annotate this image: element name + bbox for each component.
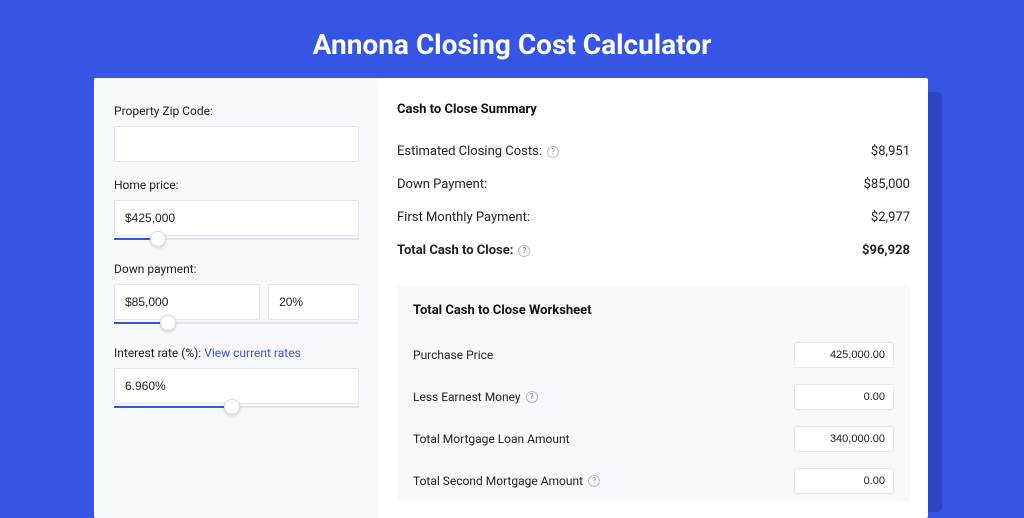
- help-icon[interactable]: ?: [518, 245, 530, 257]
- view-rates-link[interactable]: View current rates: [204, 346, 301, 360]
- home-price-label: Home price:: [114, 178, 359, 192]
- summary-row-value: $96,928: [862, 243, 910, 258]
- results-panel: Cash to Close Summary Estimated Closing …: [379, 78, 928, 518]
- summary-row-label: Down Payment:: [397, 177, 487, 192]
- summary-row-value: $85,000: [864, 177, 910, 192]
- home-price-field: Home price:: [114, 178, 359, 246]
- down-payment-pct-input[interactable]: [268, 284, 359, 320]
- slider-thumb[interactable]: [160, 315, 176, 331]
- worksheet-row-label-text: Purchase Price: [413, 348, 493, 362]
- inputs-panel: Property Zip Code: Home price: Down paym…: [94, 78, 379, 518]
- summary-row: Estimated Closing Costs:? $8,951: [397, 135, 910, 168]
- summary-row-value: $8,951: [871, 144, 910, 159]
- summary-row-label-text: Total Cash to Close:: [397, 243, 513, 258]
- worksheet-row-label-text: Total Mortgage Loan Amount: [413, 432, 570, 446]
- worksheet-row: Total Mortgage Loan Amount: [413, 418, 894, 460]
- slider-thumb[interactable]: [150, 231, 166, 247]
- help-icon[interactable]: ?: [547, 146, 559, 158]
- down-payment-field: Down payment:: [114, 262, 359, 330]
- worksheet-row-label: Total Second Mortgage Amount?: [413, 474, 600, 488]
- summary-row-label: First Monthly Payment:: [397, 210, 530, 225]
- summary-row-value: $2,977: [871, 210, 910, 225]
- worksheet-row-input[interactable]: [794, 426, 894, 452]
- worksheet-row: Less Earnest Money?: [413, 376, 894, 418]
- worksheet-row-label: Less Earnest Money?: [413, 390, 538, 404]
- worksheet-row-label-text: Total Second Mortgage Amount: [413, 474, 583, 488]
- slider-fill: [114, 406, 232, 408]
- home-price-input[interactable]: [114, 200, 359, 236]
- summary-row-label-text: First Monthly Payment:: [397, 210, 530, 225]
- worksheet-row: Total Second Mortgage Amount?: [413, 460, 894, 502]
- help-icon[interactable]: ?: [588, 475, 600, 487]
- worksheet-panel: Total Cash to Close Worksheet Purchase P…: [397, 285, 910, 502]
- worksheet-rows: Purchase Price Less Earnest Money? Total M…: [413, 334, 894, 502]
- zip-label: Property Zip Code:: [114, 104, 359, 118]
- summary-row-label: Estimated Closing Costs:?: [397, 144, 559, 159]
- home-price-slider[interactable]: [114, 232, 359, 246]
- slider-thumb[interactable]: [224, 399, 240, 415]
- summary-row-label-text: Estimated Closing Costs:: [397, 144, 542, 159]
- worksheet-row-label-text: Less Earnest Money: [413, 390, 521, 404]
- summary-row-label: Total Cash to Close:?: [397, 243, 530, 258]
- summary-row: Total Cash to Close:? $96,928: [397, 234, 910, 267]
- worksheet-title: Total Cash to Close Worksheet: [413, 303, 894, 318]
- worksheet-row-input[interactable]: [794, 384, 894, 410]
- page-title: Annona Closing Cost Calculator: [0, 0, 1024, 83]
- interest-rate-input[interactable]: [114, 368, 359, 404]
- worksheet-row-input[interactable]: [794, 342, 894, 368]
- zip-field: Property Zip Code:: [114, 104, 359, 162]
- interest-rate-slider[interactable]: [114, 400, 359, 414]
- summary-title: Cash to Close Summary: [397, 102, 910, 117]
- calculator-card: Property Zip Code: Home price: Down paym…: [94, 78, 928, 518]
- help-icon[interactable]: ?: [526, 391, 538, 403]
- interest-rate-label-text: Interest rate (%):: [114, 346, 204, 360]
- worksheet-row-input[interactable]: [794, 468, 894, 494]
- worksheet-row-label: Total Mortgage Loan Amount: [413, 432, 570, 446]
- summary-row: Down Payment: $85,000: [397, 168, 910, 201]
- down-payment-input[interactable]: [114, 284, 260, 320]
- zip-input[interactable]: [114, 126, 359, 162]
- down-payment-slider[interactable]: [114, 316, 359, 330]
- summary-rows: Estimated Closing Costs:? $8,951 Down Paym…: [397, 135, 910, 267]
- worksheet-row-label: Purchase Price: [413, 348, 493, 362]
- interest-rate-field: Interest rate (%): View current rates: [114, 346, 359, 414]
- worksheet-row: Purchase Price: [413, 334, 894, 376]
- summary-row: First Monthly Payment: $2,977: [397, 201, 910, 234]
- interest-rate-label: Interest rate (%): View current rates: [114, 346, 359, 360]
- summary-row-label-text: Down Payment:: [397, 177, 487, 192]
- down-payment-label: Down payment:: [114, 262, 359, 276]
